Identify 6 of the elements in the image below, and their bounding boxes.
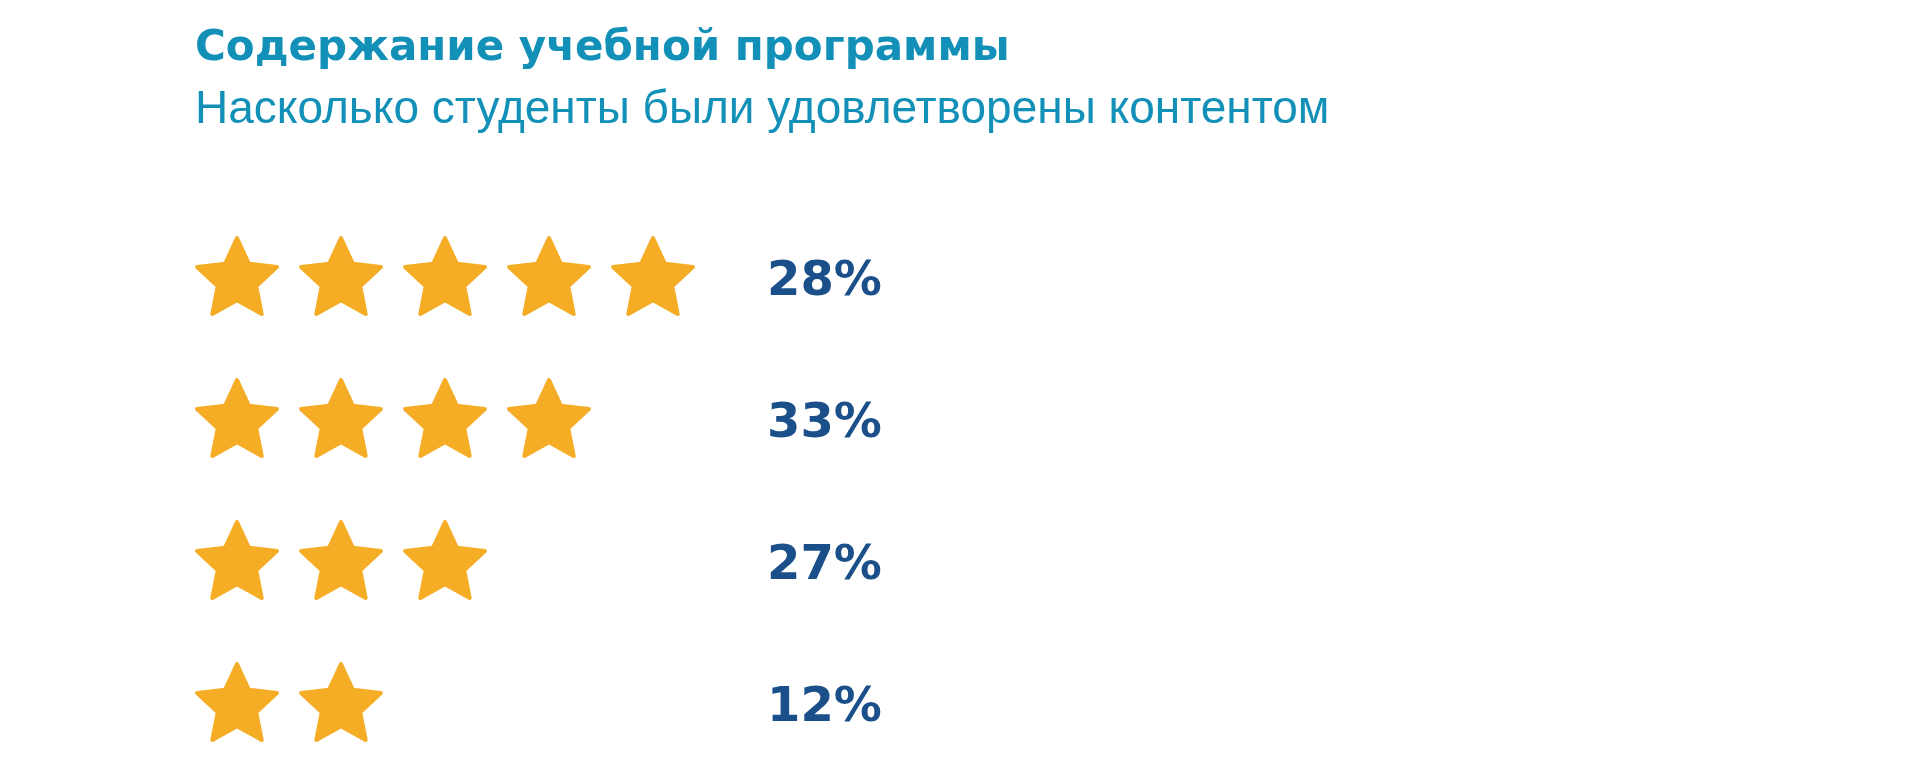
- text: Содержание учебной программы: [195, 20, 1010, 70]
- data-label: 33%: [767, 392, 882, 448]
- data-label: 28%: [767, 250, 882, 306]
- data-label: 27%: [767, 534, 882, 590]
- data-label: 12%: [767, 676, 882, 732]
- text: Насколько студенты были удовлетворены контентом: [195, 81, 1330, 133]
